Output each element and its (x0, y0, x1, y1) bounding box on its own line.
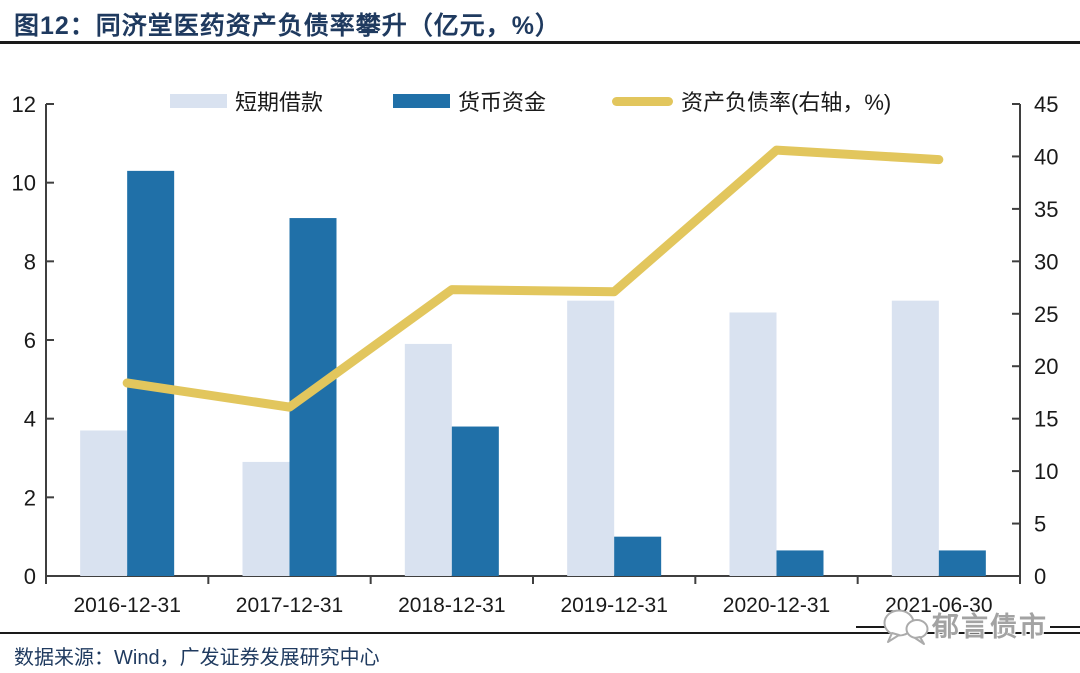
watermark-text: 郁言债市 (932, 611, 1048, 642)
data-source-note: 数据来源：Wind，广发证券发展研究中心 (14, 647, 380, 669)
title-divider (0, 41, 1080, 44)
bar-monetary-funds (451, 426, 499, 576)
bar-monetary-funds (614, 536, 662, 576)
y-axis-left-tick-label: 4 (24, 407, 36, 432)
bar-short-term-borrowings (242, 461, 290, 576)
y-axis-right-tick-label: 5 (1034, 512, 1046, 537)
bar-short-term-borrowings (80, 430, 128, 576)
y-axis-right-tick-label: 30 (1034, 249, 1058, 274)
legend-label: 资产负债率(右轴，%) (681, 90, 892, 115)
y-axis-left-tick-label: 12 (12, 92, 36, 117)
y-axis-right-tick-label: 40 (1034, 144, 1058, 169)
legend-label: 货币资金 (458, 90, 547, 115)
x-axis-category-label: 2018-12-31 (398, 594, 505, 617)
watermark-line (1050, 626, 1080, 628)
bar-monetary-funds (127, 170, 175, 576)
legend-item-monetary-funds: 货币资金 (393, 88, 547, 115)
y-axis-right-tick-label: 15 (1034, 407, 1058, 432)
legend-swatch-bar-icon (393, 94, 450, 108)
watermark-line (856, 626, 888, 628)
bar-short-term-borrowings (567, 300, 615, 576)
bar-short-term-borrowings (729, 312, 777, 576)
brand-watermark: 郁言债市 (856, 606, 1080, 648)
bar-short-term-borrowings (404, 343, 452, 576)
bar-monetary-funds (938, 550, 986, 576)
y-axis-right-tick-label: 45 (1034, 92, 1058, 117)
legend-swatch-bar-icon (170, 94, 227, 108)
figure-title: 图12：同济堂医药资产负债率攀升（亿元，%） (14, 12, 562, 40)
y-axis-right-tick-label: 25 (1034, 302, 1058, 327)
x-axis-category-label: 2021-06-30 (885, 594, 992, 617)
y-axis-left-tick-label: 0 (24, 564, 36, 589)
bar-short-term-borrowings (891, 300, 939, 576)
y-axis-left-tick-label: 6 (24, 328, 36, 353)
y-axis-right-tick-label: 10 (1034, 459, 1058, 484)
legend-swatch-line-icon (612, 96, 673, 106)
y-axis-left-tick-label: 10 (12, 171, 36, 196)
legend-item-debt-ratio: 资产负债率(右轴，%) (612, 88, 892, 115)
y-axis-right-tick-label: 0 (1034, 564, 1046, 589)
x-axis-category-label: 2017-12-31 (236, 594, 343, 617)
bar-monetary-funds (776, 550, 824, 576)
y-axis-right-tick-label: 20 (1034, 354, 1058, 379)
y-axis-right-tick-label: 35 (1034, 197, 1058, 222)
x-axis-category-label: 2016-12-31 (73, 594, 180, 617)
y-axis-left-tick-label: 8 (24, 249, 36, 274)
line-debt-ratio (122, 145, 944, 412)
legend-label: 短期借款 (235, 90, 324, 115)
footer-divider (0, 632, 1080, 634)
x-axis-category-label: 2019-12-31 (560, 594, 667, 617)
y-axis-left-tick-label: 2 (24, 485, 36, 510)
chat-bubbles-icon (883, 609, 929, 645)
legend-item-short-term-borrowings: 短期借款 (170, 88, 324, 115)
x-axis-category-label: 2020-12-31 (723, 594, 830, 617)
